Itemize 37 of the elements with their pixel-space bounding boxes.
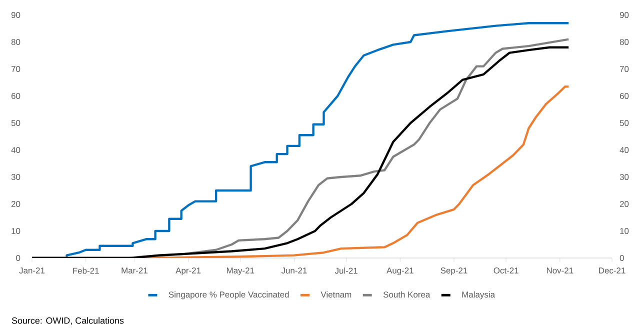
x-tick-label: Feb-21 [73, 268, 99, 274]
x-tick-label: Jan-21 [19, 268, 45, 274]
y2-tick-label: 70 [620, 66, 629, 72]
x-tick-label: Jul-21 [334, 268, 358, 274]
y-tick-label: 50 [11, 120, 20, 126]
y-tick-label: 60 [12, 93, 20, 99]
x-tick-label: Apr-21 [176, 268, 201, 276]
x-tick-label: Jun-21 [281, 268, 307, 274]
y-tick-label: 30 [11, 174, 20, 180]
y2-tick-label: 60 [620, 93, 629, 99]
y-tick-label: 0 [16, 255, 20, 261]
x-tick-label: Aug-21 [386, 268, 414, 276]
y-tick-label: 80 [11, 39, 20, 45]
y-tick-label: 90 [11, 12, 20, 18]
legend-label: Singapore % People Vaccinated [168, 291, 289, 300]
x-tick-label: Mar-21 [122, 268, 148, 274]
y2-tick-label: 10 [620, 228, 629, 234]
legend-label: Malaysia [462, 291, 496, 300]
y2-tick-label: 30 [620, 174, 629, 180]
x-tick-label: Dec-21 [599, 268, 626, 274]
y2-tick-label: 50 [620, 120, 629, 126]
x-tick-label: Sep-21 [440, 268, 468, 276]
y-tick-label: 10 [12, 228, 20, 234]
y2-tick-label: 40 [620, 147, 629, 153]
y-tick-label: 20 [11, 201, 20, 207]
y-tick-label: 40 [11, 147, 20, 153]
y2-tick-label: 0 [620, 255, 624, 261]
source-note: Source: OWID, Calculations [12, 317, 124, 325]
y2-tick-label: 20 [620, 201, 629, 207]
x-tick-label: Nov-21 [546, 268, 574, 274]
x-tick-label: Oct-21 [494, 268, 518, 274]
legend-label: Vietnam [320, 291, 352, 298]
y-tick-label: 70 [12, 66, 20, 72]
legend-label: South Korea [383, 291, 430, 298]
y2-tick-label: 80 [620, 39, 629, 45]
x-tick-label: May-21 [226, 268, 254, 276]
y2-tick-label: 90 [620, 12, 629, 18]
